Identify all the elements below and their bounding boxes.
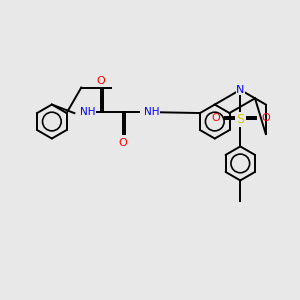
Text: NH: NH <box>80 107 96 117</box>
Text: S: S <box>236 113 244 126</box>
Text: O: O <box>118 138 127 148</box>
Text: O: O <box>261 113 270 123</box>
Text: O: O <box>211 113 220 123</box>
Text: N: N <box>236 85 244 95</box>
Text: NH: NH <box>144 107 159 117</box>
Text: O: O <box>97 76 105 86</box>
